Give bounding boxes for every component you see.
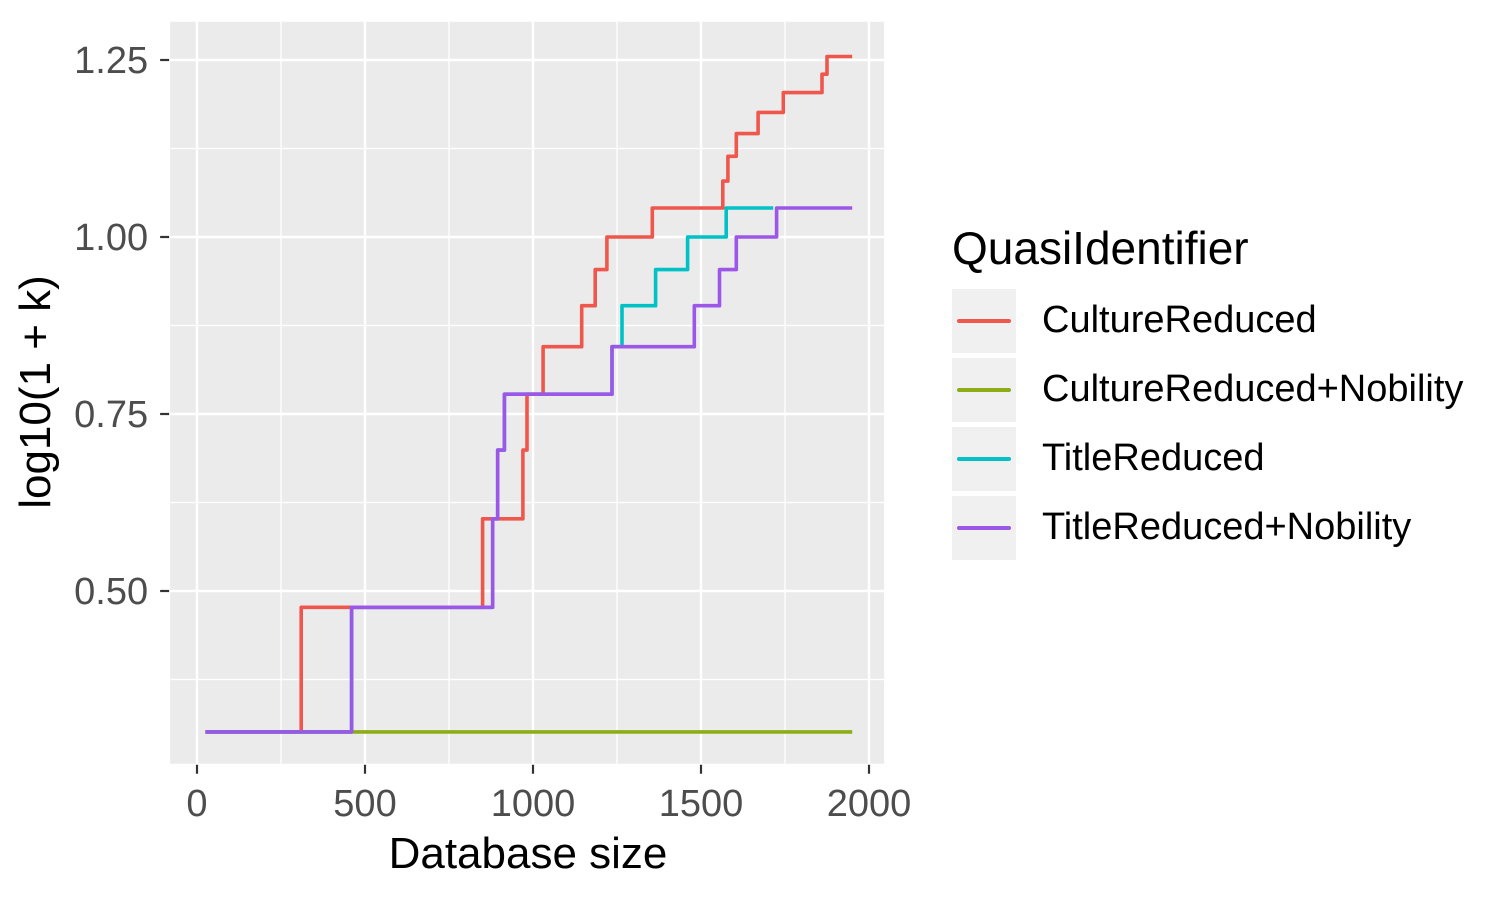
y-tick-label: 0.75 [74, 394, 148, 436]
legend-label: CultureReduced+Nobility [1042, 368, 1464, 411]
legend-key [952, 357, 1016, 422]
legend-key [952, 426, 1016, 491]
y-tick-label: 0.50 [74, 571, 148, 613]
legend-key-line-icon [957, 525, 1011, 530]
y-axis-title: log10(1 + k) [11, 275, 60, 509]
legend-key-line-icon [957, 456, 1011, 461]
legend-key-line-icon [957, 318, 1011, 323]
y-tick-label: 1.00 [74, 217, 148, 259]
legend-row: CultureReduced+Nobility [952, 357, 1464, 422]
legend-key-line-icon [957, 387, 1011, 392]
legend-title: QuasiIdentifier [952, 222, 1249, 274]
legend-label: TitleReduced [1042, 437, 1265, 480]
series-line-culturereduced [205, 54, 853, 734]
x-tick-label: 1500 [659, 783, 744, 825]
x-tick-label: 500 [333, 783, 396, 825]
legend-label: CultureReduced [1042, 299, 1317, 342]
legend-key [952, 288, 1016, 353]
series-line-titlereduced-nobility [205, 206, 853, 734]
legend-row: TitleReduced [952, 426, 1463, 491]
legend-row: CultureReduced [952, 288, 1463, 353]
legend: QuasiIdentifier CultureReduced CultureRed… [952, 222, 1463, 565]
x-tick-label: 2000 [827, 783, 912, 825]
x-axis-title: Database size [388, 829, 668, 878]
legend-key [952, 495, 1016, 560]
x-tick-label: 0 [186, 783, 207, 825]
legend-rows: CultureReduced CultureReduced+Nobility Tit… [952, 288, 1464, 560]
legend-label: TitleReduced+Nobility [1042, 506, 1412, 549]
y-tick-label: 1.25 [74, 40, 148, 82]
legend-row: TitleReduced+Nobility [952, 495, 1463, 560]
x-tick-label: 1000 [491, 783, 576, 825]
